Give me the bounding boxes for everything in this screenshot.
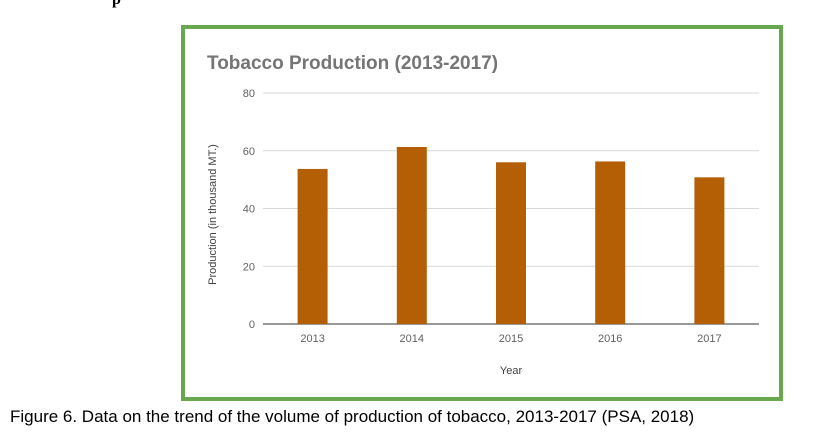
x-tick-label: 2015 bbox=[499, 333, 523, 345]
bar bbox=[694, 177, 725, 324]
y-tick-label: 20 bbox=[243, 261, 255, 273]
x-tick-label: 2013 bbox=[300, 333, 324, 345]
y-axis-label: Production (in thousand MT.) bbox=[207, 144, 219, 285]
bar bbox=[496, 162, 526, 324]
figure-caption: Figure 6. Data on the trend of the volum… bbox=[10, 407, 695, 426]
x-tick-label: 2017 bbox=[697, 333, 721, 345]
y-tick-label: 0 bbox=[249, 319, 255, 331]
y-tick-label: 40 bbox=[243, 204, 255, 216]
chart-frame: Tobacco Production (2013-2017) 0 20 40 60 80… bbox=[181, 25, 783, 401]
bar bbox=[297, 168, 328, 324]
page-text-fragment: p bbox=[112, 0, 121, 9]
x-tick-label: 2016 bbox=[598, 333, 622, 345]
chart-title: Tobacco Production (2013-2017) bbox=[207, 53, 499, 74]
bar bbox=[396, 146, 427, 324]
bar bbox=[595, 161, 626, 324]
x-axis-label: Year bbox=[500, 365, 523, 377]
bar-chart: 0 20 40 60 80 2013 2014 2015 2016 2017 Year Product… bbox=[207, 88, 759, 377]
x-tick-label: 2014 bbox=[400, 333, 424, 345]
y-tick-label: 80 bbox=[243, 88, 255, 100]
y-tick-label: 60 bbox=[243, 146, 255, 158]
